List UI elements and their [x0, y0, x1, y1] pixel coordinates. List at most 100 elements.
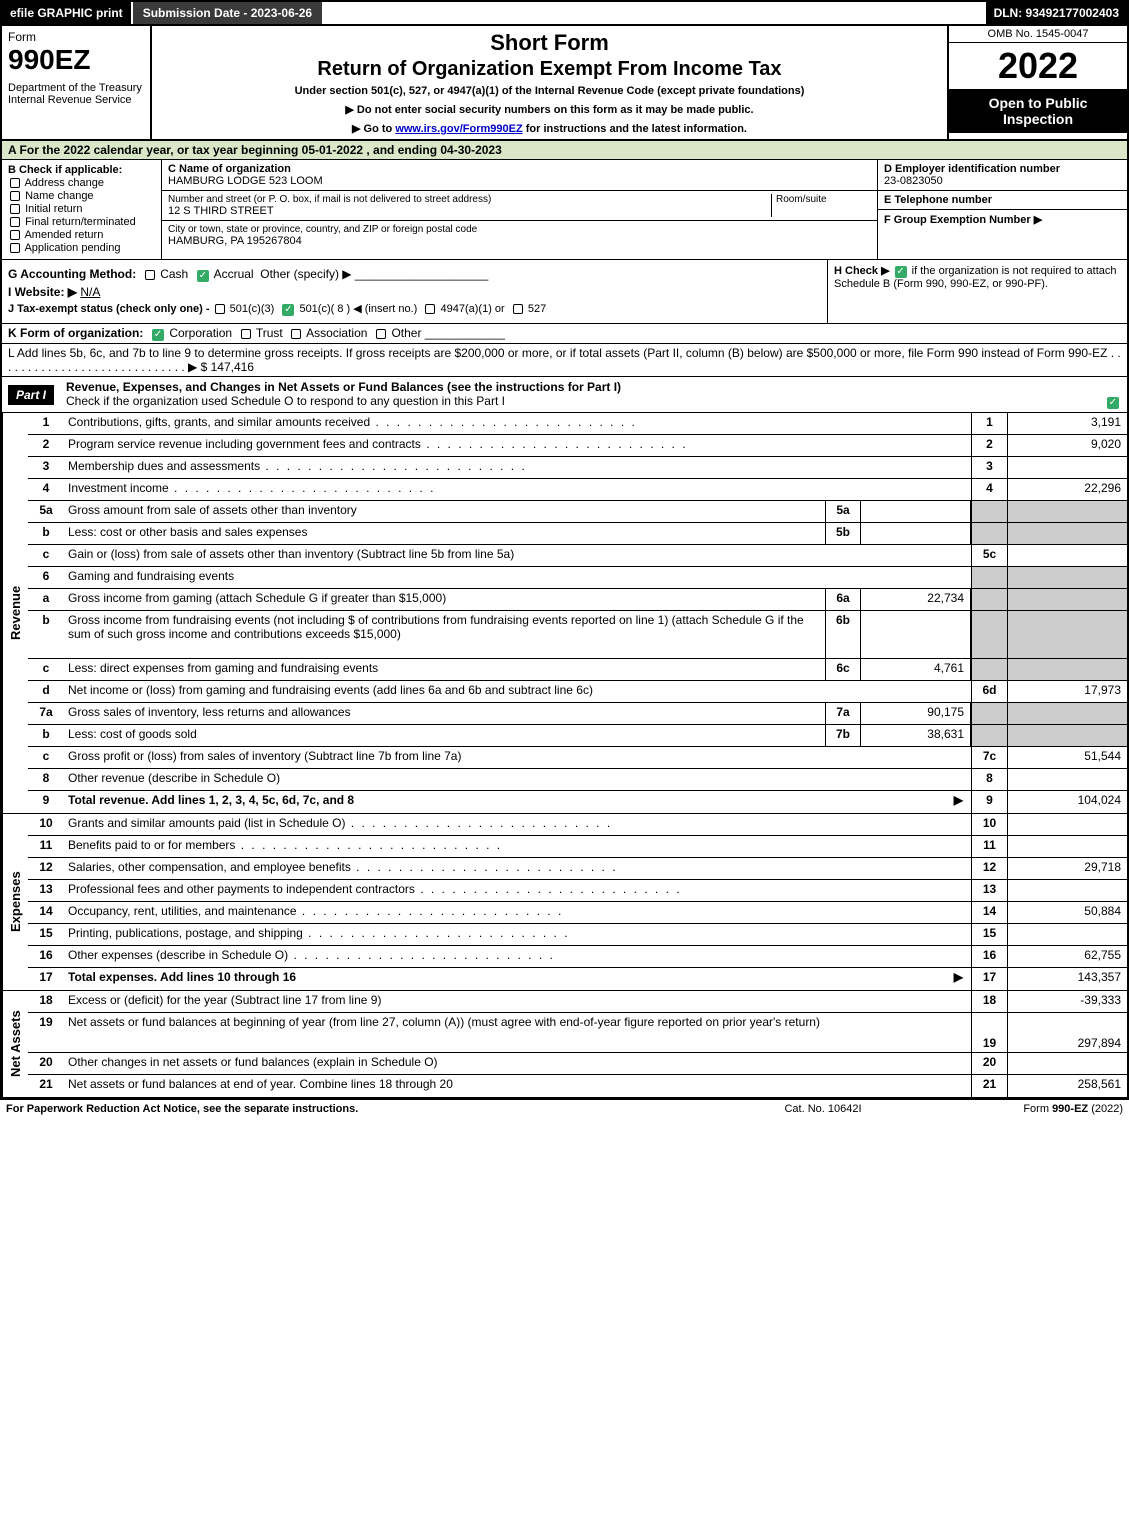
footer-left: For Paperwork Reduction Act Notice, see … — [6, 1103, 723, 1115]
line-7c-val: 51,544 — [1007, 747, 1127, 768]
addr-value: 12 S THIRD STREET — [168, 205, 771, 217]
line-1-desc: Contributions, gifts, grants, and simila… — [64, 413, 971, 434]
chk-initial-return[interactable]: Initial return — [8, 203, 155, 215]
chk-application-pending[interactable]: Application pending — [8, 242, 155, 254]
revenue-vert-label: Revenue — [2, 413, 28, 813]
line-6a-val: 22,734 — [861, 589, 971, 610]
chk-trust[interactable] — [241, 329, 251, 339]
line-7a-desc: Gross sales of inventory, less returns a… — [64, 703, 825, 724]
line-8-desc: Other revenue (describe in Schedule O) — [64, 769, 971, 790]
title-short-form: Short Form — [158, 30, 941, 56]
top-bar: efile GRAPHIC print Submission Date - 20… — [0, 0, 1129, 26]
line-2-desc: Program service revenue including govern… — [64, 435, 971, 456]
chk-501c3[interactable] — [215, 304, 225, 314]
line-11-desc: Benefits paid to or for members — [64, 836, 971, 857]
line-17-val: 143,357 — [1007, 968, 1127, 990]
line-14-val: 50,884 — [1007, 902, 1127, 923]
dept-label: Department of the Treasury Internal Reve… — [8, 82, 144, 106]
open-to-public: Open to Public Inspection — [949, 89, 1127, 133]
chk-527[interactable] — [513, 304, 523, 314]
line-a: A For the 2022 calendar year, or tax yea… — [0, 141, 1129, 160]
chk-501c[interactable]: ✓ — [282, 304, 294, 316]
city-value: HAMBURG, PA 195267804 — [168, 235, 871, 247]
line-18-val: -39,333 — [1007, 991, 1127, 1012]
line-7c-desc: Gross profit or (loss) from sales of inv… — [64, 747, 971, 768]
expenses-vert-label: Expenses — [2, 814, 28, 990]
line-1-val: 3,191 — [1007, 413, 1127, 434]
line-10-val — [1007, 814, 1127, 835]
form-header: Form 990EZ Department of the Treasury In… — [0, 26, 1129, 141]
chk-corp[interactable]: ✓ — [152, 329, 164, 341]
chk-final-return[interactable]: Final return/terminated — [8, 216, 155, 228]
line-k: K Form of organization: ✓ Corporation Tr… — [0, 324, 1129, 344]
line-13-val — [1007, 880, 1127, 901]
col-b: B Check if applicable: Address change Na… — [2, 160, 162, 259]
line-6d-desc: Net income or (loss) from gaming and fun… — [64, 681, 971, 702]
spacer — [322, 2, 985, 24]
line-7b-val: 38,631 — [861, 725, 971, 746]
expenses-block: Expenses 10Grants and similar amounts pa… — [0, 814, 1129, 991]
room-label: Room/suite — [776, 194, 871, 205]
line-5a-val — [861, 501, 971, 522]
section-bcdef: B Check if applicable: Address change Na… — [0, 160, 1129, 260]
line-6a-desc: Gross income from gaming (attach Schedul… — [64, 589, 825, 610]
chk-amended-return[interactable]: Amended return — [8, 229, 155, 241]
line-15-val — [1007, 924, 1127, 945]
chk-schedule-o[interactable]: ✓ — [1107, 397, 1119, 409]
chk-schedule-b[interactable]: ✓ — [895, 266, 907, 278]
line-l: L Add lines 5b, 6c, and 7b to line 9 to … — [0, 344, 1129, 377]
line-20-val — [1007, 1053, 1127, 1074]
subtitle-goto: ▶ Go to www.irs.gov/Form990EZ for instru… — [158, 122, 941, 135]
line-14-desc: Occupancy, rent, utilities, and maintena… — [64, 902, 971, 923]
footer-right: Form 990-EZ (2022) — [923, 1103, 1123, 1115]
line-5a-desc: Gross amount from sale of assets other t… — [64, 501, 825, 522]
chk-cash[interactable] — [145, 270, 155, 280]
irs-link[interactable]: www.irs.gov/Form990EZ — [395, 123, 522, 135]
line-7b-desc: Less: cost of goods sold — [64, 725, 825, 746]
tax-year: 2022 — [949, 43, 1127, 89]
line-5c-val — [1007, 545, 1127, 566]
e-phone-label: E Telephone number — [884, 194, 992, 206]
chk-address-change[interactable]: Address change — [8, 177, 155, 189]
header-right: OMB No. 1545-0047 2022 Open to Public In… — [947, 26, 1127, 139]
line-20-desc: Other changes in net assets or fund bala… — [64, 1053, 971, 1074]
line-6c-desc: Less: direct expenses from gaming and fu… — [64, 659, 825, 680]
line-2-val: 9,020 — [1007, 435, 1127, 456]
line-11-val — [1007, 836, 1127, 857]
line-5c-desc: Gain or (loss) from sale of assets other… — [64, 545, 971, 566]
footer-mid: Cat. No. 10642I — [723, 1103, 923, 1115]
section-ghij: G Accounting Method: Cash ✓ Accrual Othe… — [0, 260, 1129, 324]
line-12-val: 29,718 — [1007, 858, 1127, 879]
line-8-val — [1007, 769, 1127, 790]
col-c: C Name of organization HAMBURG LODGE 523… — [162, 160, 877, 259]
form-word: Form — [8, 30, 144, 44]
line-6b-desc: Gross income from fundraising events (no… — [64, 611, 825, 658]
line-15-desc: Printing, publications, postage, and shi… — [64, 924, 971, 945]
line-3-val — [1007, 457, 1127, 478]
chk-4947[interactable] — [425, 304, 435, 314]
line-12-desc: Salaries, other compensation, and employ… — [64, 858, 971, 879]
subtitle-section: Under section 501(c), 527, or 4947(a)(1)… — [158, 85, 941, 97]
chk-assoc[interactable] — [291, 329, 301, 339]
submission-date: Submission Date - 2023-06-26 — [131, 2, 322, 24]
line-21-desc: Net assets or fund balances at end of ye… — [64, 1075, 971, 1097]
chk-accrual[interactable]: ✓ — [197, 270, 209, 282]
line-6-desc: Gaming and fundraising events — [64, 567, 971, 588]
ghij-left: G Accounting Method: Cash ✓ Accrual Othe… — [2, 260, 827, 323]
line-16-desc: Other expenses (describe in Schedule O) — [64, 946, 971, 967]
part1-header: Part I Revenue, Expenses, and Changes in… — [0, 377, 1129, 413]
col-def: D Employer identification number 23-0823… — [877, 160, 1127, 259]
line-5b-desc: Less: cost or other basis and sales expe… — [64, 523, 825, 544]
efile-print-label[interactable]: efile GRAPHIC print — [2, 2, 131, 24]
line-7a-val: 90,175 — [861, 703, 971, 724]
c-name-value: HAMBURG LODGE 523 LOOM — [168, 175, 871, 187]
line-9-desc: Total revenue. Add lines 1, 2, 3, 4, 5c,… — [64, 791, 971, 813]
chk-other[interactable] — [376, 329, 386, 339]
line-4-val: 22,296 — [1007, 479, 1127, 500]
line-19-desc: Net assets or fund balances at beginning… — [64, 1013, 971, 1052]
f-group-label: F Group Exemption Number ▶ — [884, 214, 1042, 226]
goto-post: for instructions and the latest informat… — [523, 123, 747, 135]
form-number: 990EZ — [8, 44, 144, 76]
chk-name-change[interactable]: Name change — [8, 190, 155, 202]
c-name-label: C Name of organization — [168, 163, 871, 175]
